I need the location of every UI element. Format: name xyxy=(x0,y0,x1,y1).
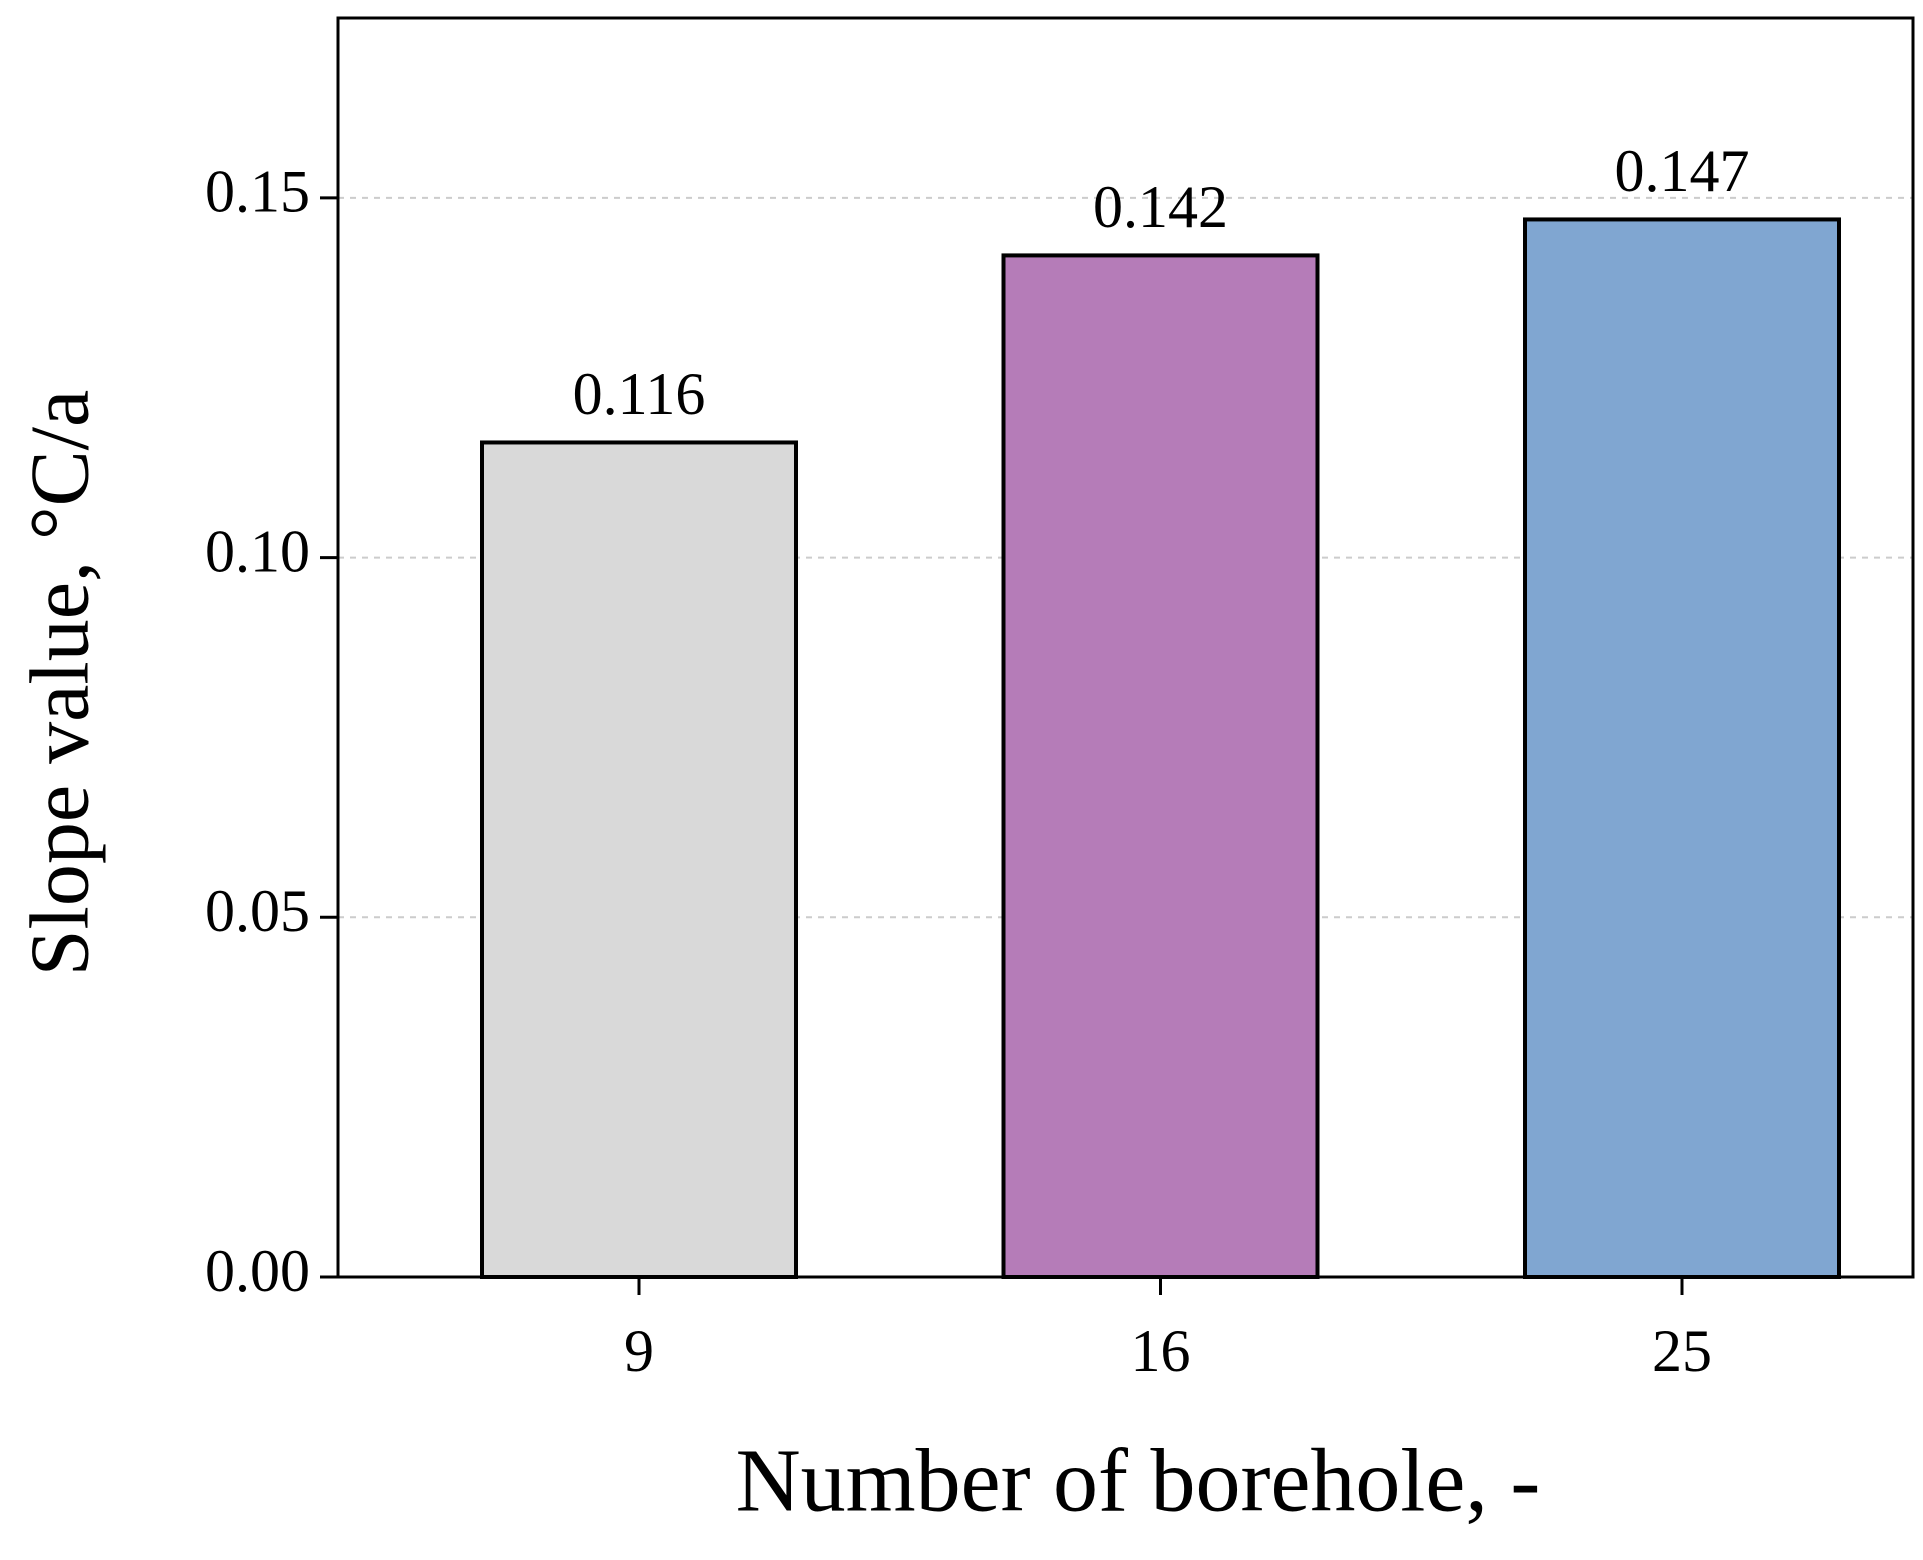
y-tick-label: 0.10 xyxy=(205,518,310,584)
bar xyxy=(1001,253,1320,1279)
y-axis-title: Slope value, °C/a xyxy=(13,390,106,976)
x-tick-label: 9 xyxy=(624,1318,654,1384)
y-tick-label: 0.15 xyxy=(205,159,310,225)
x-tick-label: 16 xyxy=(1131,1318,1191,1384)
data-label: 0.147 xyxy=(1615,138,1750,204)
x-tick-label: 25 xyxy=(1652,1318,1712,1384)
plot-frame xyxy=(336,16,1915,1279)
y-tick-label: 0.05 xyxy=(205,878,310,944)
bar xyxy=(480,440,798,1280)
data-label: 0.142 xyxy=(1093,174,1228,240)
data-label: 0.116 xyxy=(573,361,706,427)
bar xyxy=(1523,217,1841,1280)
y-tick-label: 0.00 xyxy=(205,1238,310,1304)
x-axis-title: Number of borehole, - xyxy=(736,1432,1541,1531)
